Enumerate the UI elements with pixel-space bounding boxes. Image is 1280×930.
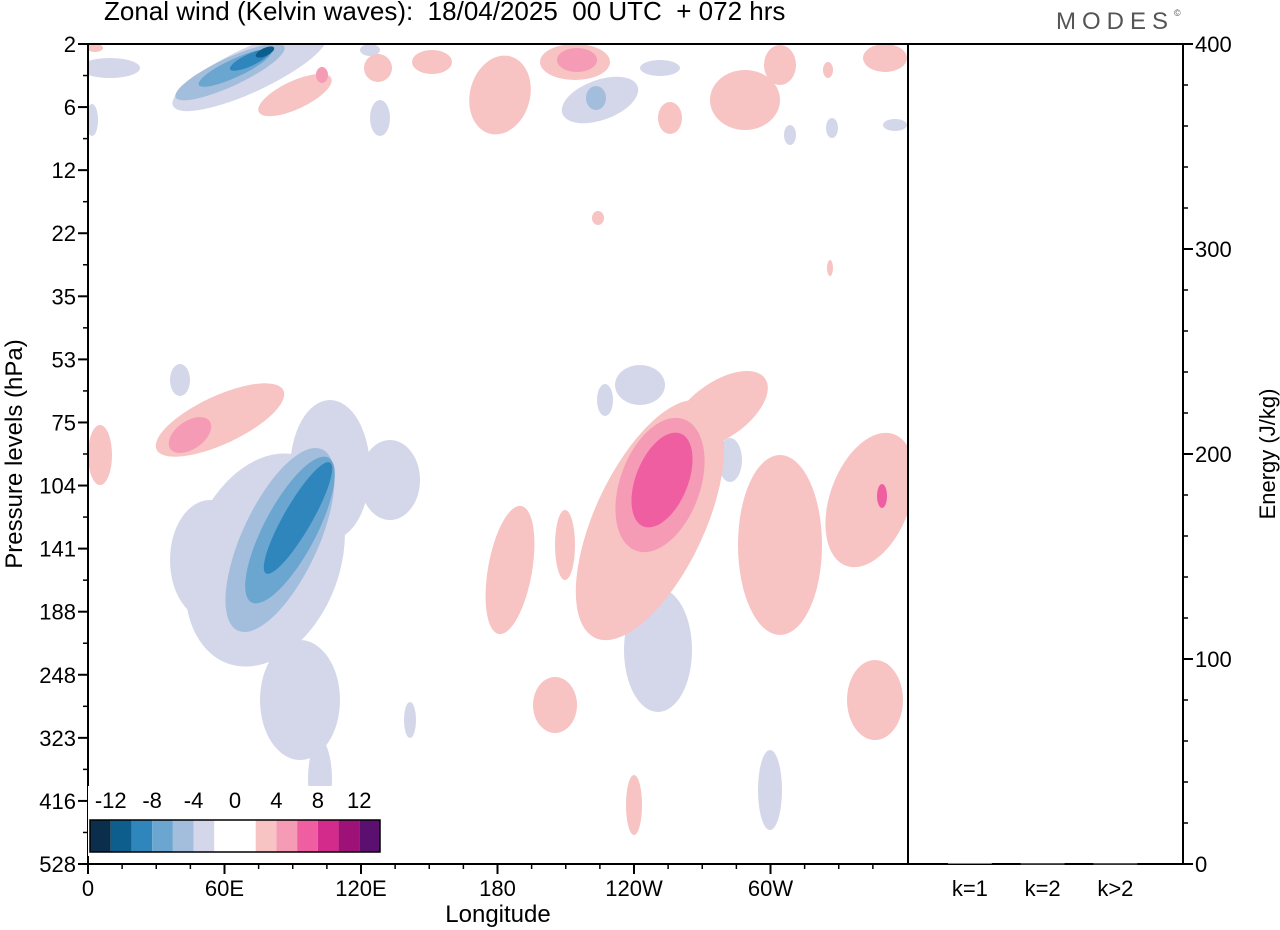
colorbar-label: 4	[270, 788, 282, 813]
y-tick-label: 35	[52, 284, 76, 309]
x-tick-label: 120E	[335, 876, 386, 901]
colorbar-swatch	[214, 820, 235, 852]
y-tick-label: 75	[52, 410, 76, 435]
y-tick-label: 6	[64, 95, 76, 120]
y-tick-label: 141	[39, 537, 76, 562]
energy-category-label: k=2	[1025, 876, 1061, 901]
longitude-axis: 0 60E 120E 180 120W 60W	[82, 864, 874, 901]
logo-text: MODES	[1056, 8, 1175, 35]
colorbar-label: -8	[142, 788, 162, 813]
field-frame	[87, 43, 909, 865]
colorbar-swatch	[90, 820, 111, 852]
y-tick-label: 22	[52, 221, 76, 246]
y-tick-label: 12	[52, 158, 76, 183]
y-tick-label: 2	[64, 32, 76, 57]
colorbar-label: 0	[229, 788, 241, 813]
y-tick-label: 188	[39, 600, 76, 625]
x-axis-label: Longitude	[445, 901, 550, 928]
colorbar-swatch	[276, 820, 298, 852]
x-tick-label: 120W	[605, 876, 663, 901]
wind-field	[88, 44, 908, 835]
y-tick-label: 53	[52, 347, 76, 372]
energy-bars: k=1 k=2 k>2	[947, 862, 1138, 901]
x-tick-label: 180	[479, 876, 516, 901]
energy-axis-label: Energy (J/kg)	[1255, 389, 1280, 520]
y-tick-label: 104	[39, 474, 76, 499]
colorbar-swatch	[131, 820, 153, 852]
colorbar-swatch	[235, 820, 256, 852]
colorbar-label: 12	[347, 788, 371, 813]
energy-category-label: k=1	[952, 876, 988, 901]
energy-bar	[1020, 863, 1065, 865]
energy-tick-label: 100	[1195, 647, 1232, 672]
chart-title: Zonal wind (Kelvin waves): 18/04/2025 00…	[104, 0, 786, 26]
y-tick-label: 323	[39, 726, 76, 751]
y-tick-label: 248	[39, 663, 76, 688]
x-tick-label: 60E	[205, 876, 244, 901]
colorbar-label: -12	[95, 788, 127, 813]
energy-category-label: k>2	[1097, 876, 1133, 901]
colorbar-swatch	[172, 820, 194, 852]
colorbar-swatch	[193, 820, 215, 852]
energy-axis: 0 100 200 300 400	[1183, 32, 1232, 877]
energy-tick-label: 0	[1195, 852, 1207, 877]
modes-logo: MODES©	[1056, 8, 1181, 36]
y-axis-label: Pressure levels (hPa)	[1, 339, 28, 568]
colorbar-swatch	[255, 820, 277, 852]
colorbar-swatch	[110, 820, 132, 852]
colorbar-label: 8	[312, 788, 324, 813]
colorbar-swatch	[297, 820, 318, 852]
colorbar: -12 -8 -4 0 4 8 12	[88, 786, 382, 856]
y-tick-label: 416	[39, 789, 76, 814]
colorbar-swatch	[317, 820, 339, 852]
x-tick-label: 60W	[748, 876, 793, 901]
energy-tick-label: 300	[1195, 237, 1232, 262]
colorbar-swatch	[338, 820, 360, 852]
y-tick-label: 528	[39, 852, 76, 877]
colorbar-frame	[89, 819, 381, 853]
positive-anomaly-core	[168, 48, 887, 553]
colorbar-swatch	[152, 820, 173, 852]
energy-tick-label: 400	[1195, 32, 1232, 57]
energy-tick-label: 200	[1195, 442, 1232, 467]
colorbar-swatch	[359, 820, 380, 852]
negative-anomaly-core	[175, 44, 606, 633]
energy-bar	[1093, 863, 1138, 865]
logo-mark: ©	[1174, 8, 1181, 18]
colorbar-label: -4	[184, 788, 204, 813]
positive-anomaly-regions	[88, 44, 908, 835]
energy-bar	[947, 862, 992, 864]
pressure-axis: 2 6 12 22 35 53 75 104 141 188 248 323 416 528	[39, 32, 88, 877]
x-tick-label: 0	[82, 876, 94, 901]
